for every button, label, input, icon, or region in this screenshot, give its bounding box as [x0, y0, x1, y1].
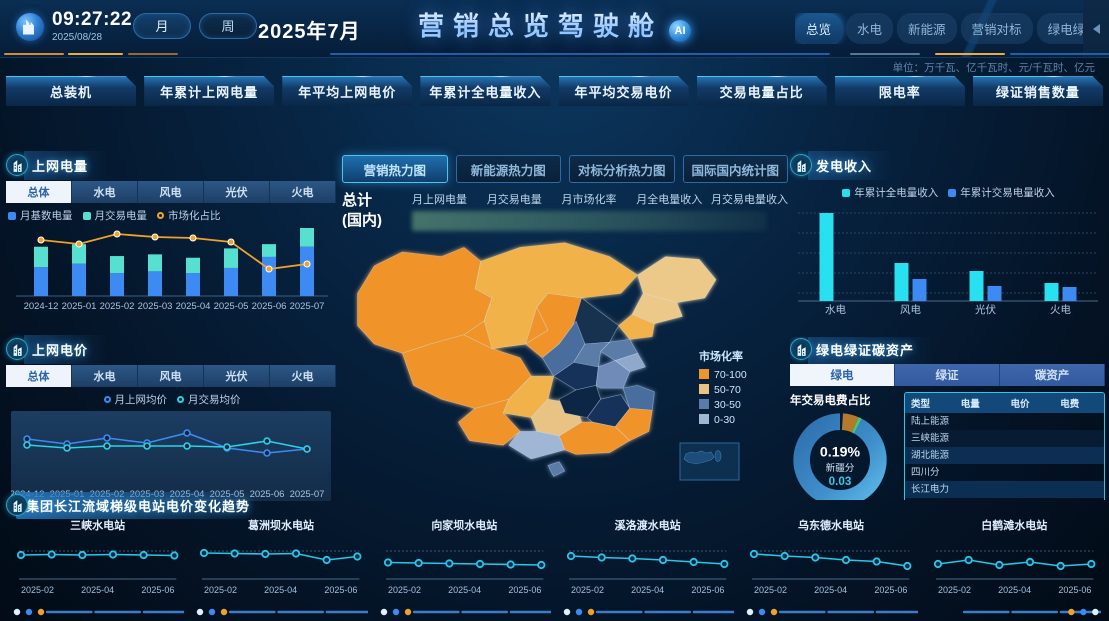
svg-text:2025-06: 2025-06 [252, 301, 287, 312]
svg-text:2025-02: 2025-02 [388, 585, 421, 595]
svg-text:2025-05: 2025-05 [214, 301, 249, 312]
svg-text:新疆分: 新疆分 [826, 462, 855, 474]
svg-text:水电: 水电 [825, 303, 846, 316]
svg-text:2025-06: 2025-06 [691, 585, 724, 595]
svg-text:2025-07: 2025-07 [290, 301, 325, 312]
svg-text:0.03: 0.03 [829, 475, 852, 488]
svg-text:2025-02: 2025-02 [571, 585, 604, 595]
svg-text:50-70: 50-70 [714, 384, 741, 396]
svg-text:2025-04: 2025-04 [998, 585, 1031, 595]
svg-text:2024-12: 2024-12 [24, 301, 59, 312]
svg-text:70-100: 70-100 [714, 369, 747, 381]
svg-text:2025-04: 2025-04 [631, 585, 664, 595]
svg-text:市场化率: 市场化率 [699, 349, 743, 363]
svg-text:2025-04: 2025-04 [814, 585, 847, 595]
svg-text:2025-04: 2025-04 [265, 585, 298, 595]
svg-text:风电: 风电 [900, 303, 921, 316]
svg-text:2025-04: 2025-04 [81, 585, 114, 595]
svg-text:火电: 火电 [1050, 303, 1072, 316]
svg-text:0-30: 0-30 [714, 414, 735, 426]
svg-text:2025-02: 2025-02 [938, 585, 971, 595]
svg-text:2025-04: 2025-04 [448, 585, 481, 595]
svg-text:2025-06: 2025-06 [141, 585, 174, 595]
svg-text:2025-06: 2025-06 [875, 585, 908, 595]
svg-text:2025-04: 2025-04 [176, 301, 211, 312]
svg-text:2025-02: 2025-02 [754, 585, 787, 595]
svg-text:2025-02: 2025-02 [100, 301, 135, 312]
svg-text:2025-03: 2025-03 [138, 301, 173, 312]
svg-text:2025-06: 2025-06 [325, 585, 358, 595]
svg-text:2025-06: 2025-06 [508, 585, 541, 595]
svg-text:30-50: 30-50 [714, 399, 741, 411]
svg-text:2025-02: 2025-02 [204, 585, 237, 595]
svg-text:2025-01: 2025-01 [62, 301, 97, 312]
svg-text:光伏: 光伏 [975, 303, 996, 316]
svg-text:0.19%: 0.19% [820, 445, 861, 461]
svg-text:2025-02: 2025-02 [21, 585, 54, 595]
svg-text:2025-06: 2025-06 [1058, 585, 1091, 595]
